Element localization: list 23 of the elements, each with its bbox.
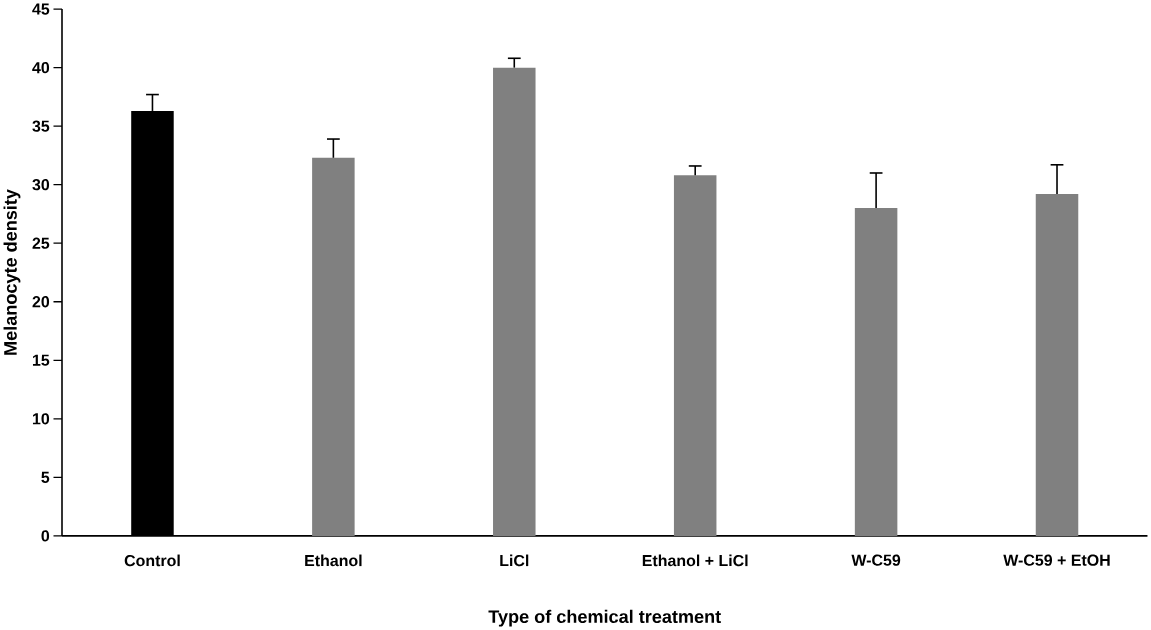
x-tick-label: Ethanol — [305, 554, 362, 567]
y-tick-label: 25 — [32, 237, 50, 249]
bar — [673, 175, 717, 536]
y-tick-label: 20 — [32, 296, 50, 308]
y-tick-label: 45 — [32, 3, 50, 15]
bar — [312, 157, 355, 536]
x-tick-label: W-C59 + EtOH — [1003, 554, 1110, 566]
x-tick-label: Control — [124, 554, 180, 567]
x-axis-title: Type of chemical treatment — [488, 609, 721, 627]
y-tick-label: 15 — [32, 354, 50, 366]
bar — [493, 67, 536, 536]
y-tick-label: 0 — [41, 530, 50, 542]
x-tick-label: LiCl — [500, 554, 529, 567]
y-axis-title: Melanocyte density — [3, 189, 21, 355]
bar — [1035, 193, 1079, 536]
y-tick-label: 40 — [32, 61, 50, 74]
x-tick-label: Ethanol + LiCl — [642, 554, 748, 567]
y-tick-label: 5 — [41, 471, 50, 483]
x-tick-label: W-C59 — [851, 554, 901, 566]
y-tick-label: 10 — [32, 413, 50, 425]
y-tick-label: 30 — [32, 178, 50, 191]
y-tick-label: 35 — [32, 120, 50, 132]
bar — [854, 208, 898, 536]
